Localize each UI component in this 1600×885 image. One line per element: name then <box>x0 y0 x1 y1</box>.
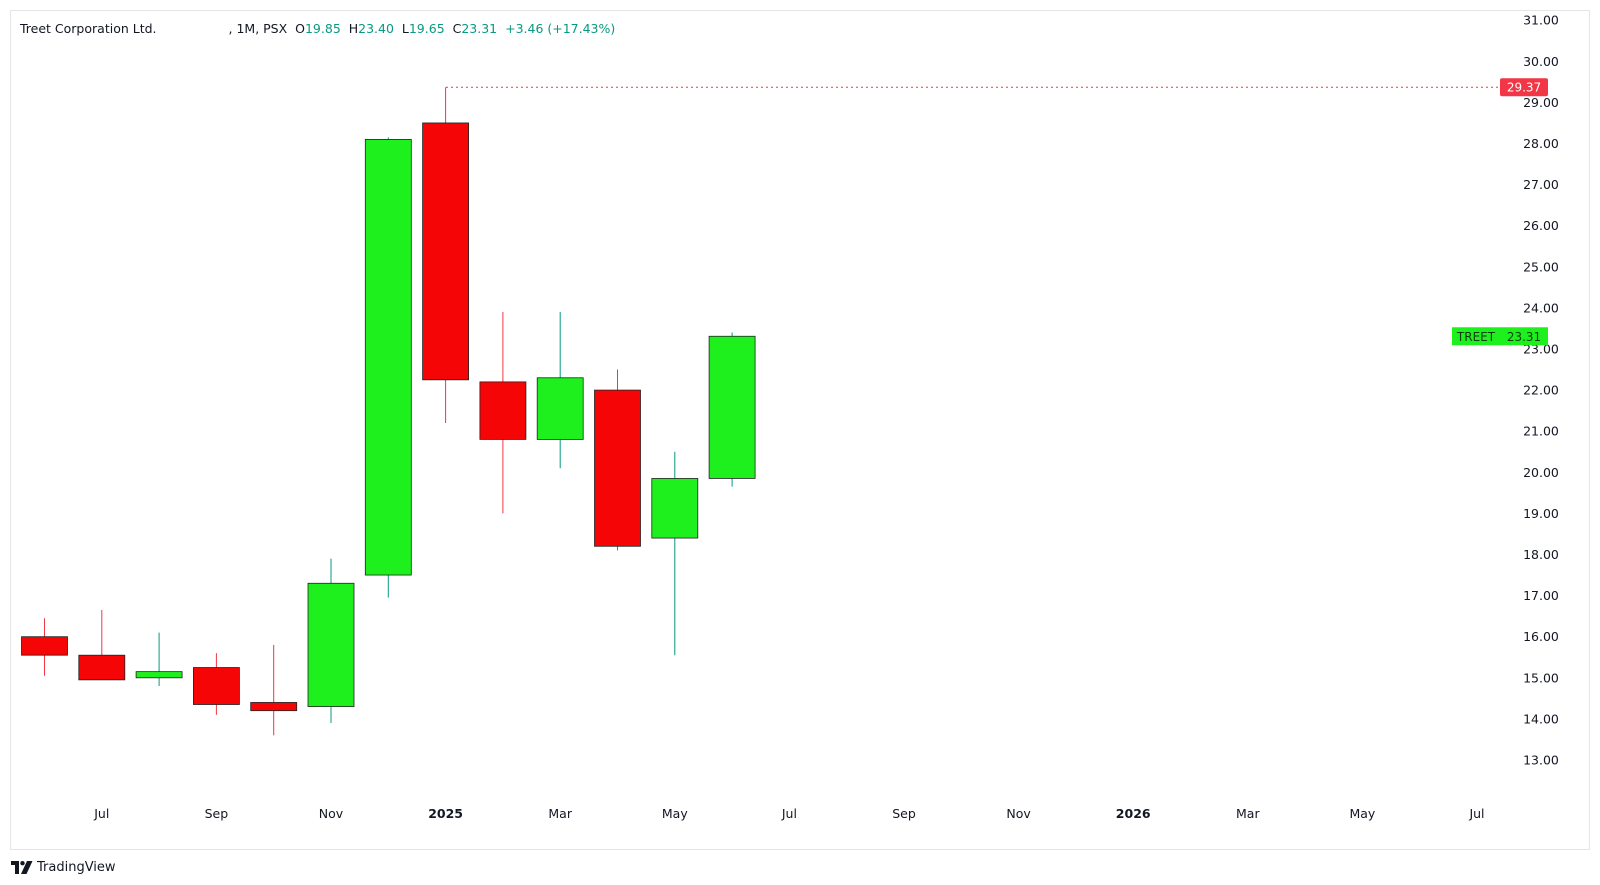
time-tick-label: Nov <box>319 806 344 821</box>
price-tick-label: 26.00 <box>1523 218 1559 233</box>
close-key: C <box>452 21 462 36</box>
price-tick-label: 31.00 <box>1523 13 1559 28</box>
time-tick-label: Mar <box>548 806 572 821</box>
time-tick-label: May <box>662 806 688 821</box>
price-tick-label: 25.00 <box>1523 259 1559 274</box>
time-tick-label: Mar <box>1236 806 1260 821</box>
candle-body <box>479 381 527 440</box>
price-markers: 29.37 TREET 23.31 <box>446 78 1548 346</box>
open-value: 19.85 <box>304 21 341 36</box>
high-price-label: 29.37 <box>1507 81 1541 95</box>
time-tick-label: 2026 <box>1116 806 1151 821</box>
high-key: H <box>348 21 359 36</box>
candle-2024-08[interactable] <box>135 632 183 687</box>
symbol-legend: Treet Corporation Ltd. , 1M, PSX O19.85 H… <box>20 20 615 38</box>
time-tick-label: May <box>1349 806 1375 821</box>
price-tick-label: 30.00 <box>1523 54 1559 69</box>
candle-2024-10[interactable] <box>250 644 298 736</box>
price-tick-label: 28.00 <box>1523 136 1559 151</box>
candle-2024-06[interactable] <box>21 618 68 676</box>
candle-2025-04[interactable] <box>594 369 641 551</box>
price-tick-label: 24.00 <box>1523 300 1559 315</box>
last-price-badge <box>1500 327 1548 346</box>
candle-2025-02[interactable] <box>479 312 527 514</box>
last-price-label: 23.31 <box>1507 330 1541 344</box>
chart-frame <box>10 10 1590 850</box>
time-axis: Jul Sep Nov 2025 Mar May Jul Sep Nov 2026 Mar May Ju… <box>93 806 1484 821</box>
candle-body <box>78 654 126 681</box>
candle-2025-06[interactable] <box>708 332 756 487</box>
candle-body <box>250 702 298 712</box>
symbol-name[interactable]: Treet Corporation Ltd. <box>20 21 157 36</box>
time-tick-label: Sep <box>205 806 229 821</box>
price-tick-label: 18.00 <box>1523 547 1559 562</box>
price-tick-label: 19.00 <box>1523 506 1559 521</box>
open-key: O <box>295 21 305 36</box>
candle-body <box>307 582 355 707</box>
price-tick-label: 27.00 <box>1523 177 1559 192</box>
price-tick-label: 14.00 <box>1523 711 1559 726</box>
candle-body <box>21 636 68 656</box>
low-value: 19.65 <box>408 21 445 36</box>
candle-2024-07[interactable] <box>78 609 126 681</box>
close-value: 23.31 <box>461 21 498 36</box>
price-tick-label: 21.00 <box>1523 424 1559 439</box>
tradingview-logo-icon <box>11 860 33 874</box>
candle-body <box>594 389 641 547</box>
symbol-badge <box>1452 327 1500 346</box>
time-tick-label: Sep <box>892 806 916 821</box>
price-tick-label: 13.00 <box>1523 753 1559 768</box>
low-key: L <box>401 21 409 36</box>
price-tick-label: 29.00 <box>1523 95 1559 110</box>
brand-name: TradingView <box>37 859 116 875</box>
candle-2025-03[interactable] <box>536 312 584 469</box>
candles-layer <box>21 87 756 736</box>
price-tick-label: 17.00 <box>1523 588 1559 603</box>
candle-body <box>708 335 756 479</box>
interval-exchange[interactable]: , 1M, PSX <box>228 21 288 36</box>
price-tick-label: 22.00 <box>1523 383 1559 398</box>
candle-body <box>192 667 240 705</box>
candle-2024-11[interactable] <box>307 558 355 724</box>
price-tick-label: 20.00 <box>1523 465 1559 480</box>
candle-body <box>651 478 699 539</box>
tradingview-brand[interactable]: TradingView <box>11 857 116 877</box>
time-tick-label: 2025 <box>428 806 463 821</box>
candle-body <box>536 377 584 440</box>
high-price-badge <box>1500 78 1548 97</box>
candle-body <box>422 122 470 381</box>
price-axis: 13.00 14.00 15.00 16.00 17.00 18.00 19.00 20.00… <box>1523 13 1559 768</box>
candle-2024-12[interactable] <box>364 137 412 598</box>
candle-2025-05[interactable] <box>651 451 699 656</box>
time-tick-label: Jul <box>93 806 109 821</box>
price-tick-label: 15.00 <box>1523 670 1559 685</box>
change-value: +3.46 (+17.43%) <box>505 21 616 36</box>
candle-2025-01[interactable] <box>422 87 470 423</box>
high-value: 23.40 <box>358 21 394 36</box>
time-tick-label: Jul <box>781 806 797 821</box>
time-tick-label: Nov <box>1006 806 1031 821</box>
candle-2024-09[interactable] <box>192 653 240 715</box>
time-tick-label: Jul <box>1468 806 1484 821</box>
price-tick-label: 16.00 <box>1523 629 1559 644</box>
symbol-badge-label: TREET <box>1456 330 1496 344</box>
candle-body <box>135 671 183 679</box>
candle-body <box>364 138 412 576</box>
